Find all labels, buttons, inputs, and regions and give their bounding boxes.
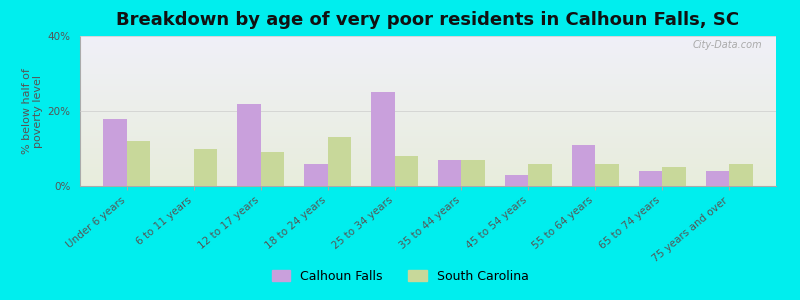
Y-axis label: % below half of
poverty level: % below half of poverty level: [22, 68, 43, 154]
Bar: [194, 148, 217, 186]
Bar: [639, 171, 662, 186]
Bar: [462, 160, 485, 186]
Bar: [371, 92, 394, 186]
Bar: [103, 118, 127, 186]
Text: City-Data.com: City-Data.com: [693, 40, 762, 50]
Bar: [729, 164, 753, 186]
Title: Breakdown by age of very poor residents in Calhoun Falls, SC: Breakdown by age of very poor residents …: [117, 11, 739, 29]
Bar: [328, 137, 351, 186]
Bar: [572, 145, 595, 186]
Bar: [505, 175, 528, 186]
Legend: Calhoun Falls, South Carolina: Calhoun Falls, South Carolina: [266, 265, 534, 288]
Bar: [706, 171, 729, 186]
Bar: [304, 164, 328, 186]
Bar: [662, 167, 686, 186]
Bar: [528, 164, 552, 186]
Bar: [394, 156, 418, 186]
Bar: [261, 152, 284, 186]
Bar: [238, 103, 261, 186]
Bar: [438, 160, 462, 186]
Bar: [595, 164, 618, 186]
Bar: [127, 141, 150, 186]
